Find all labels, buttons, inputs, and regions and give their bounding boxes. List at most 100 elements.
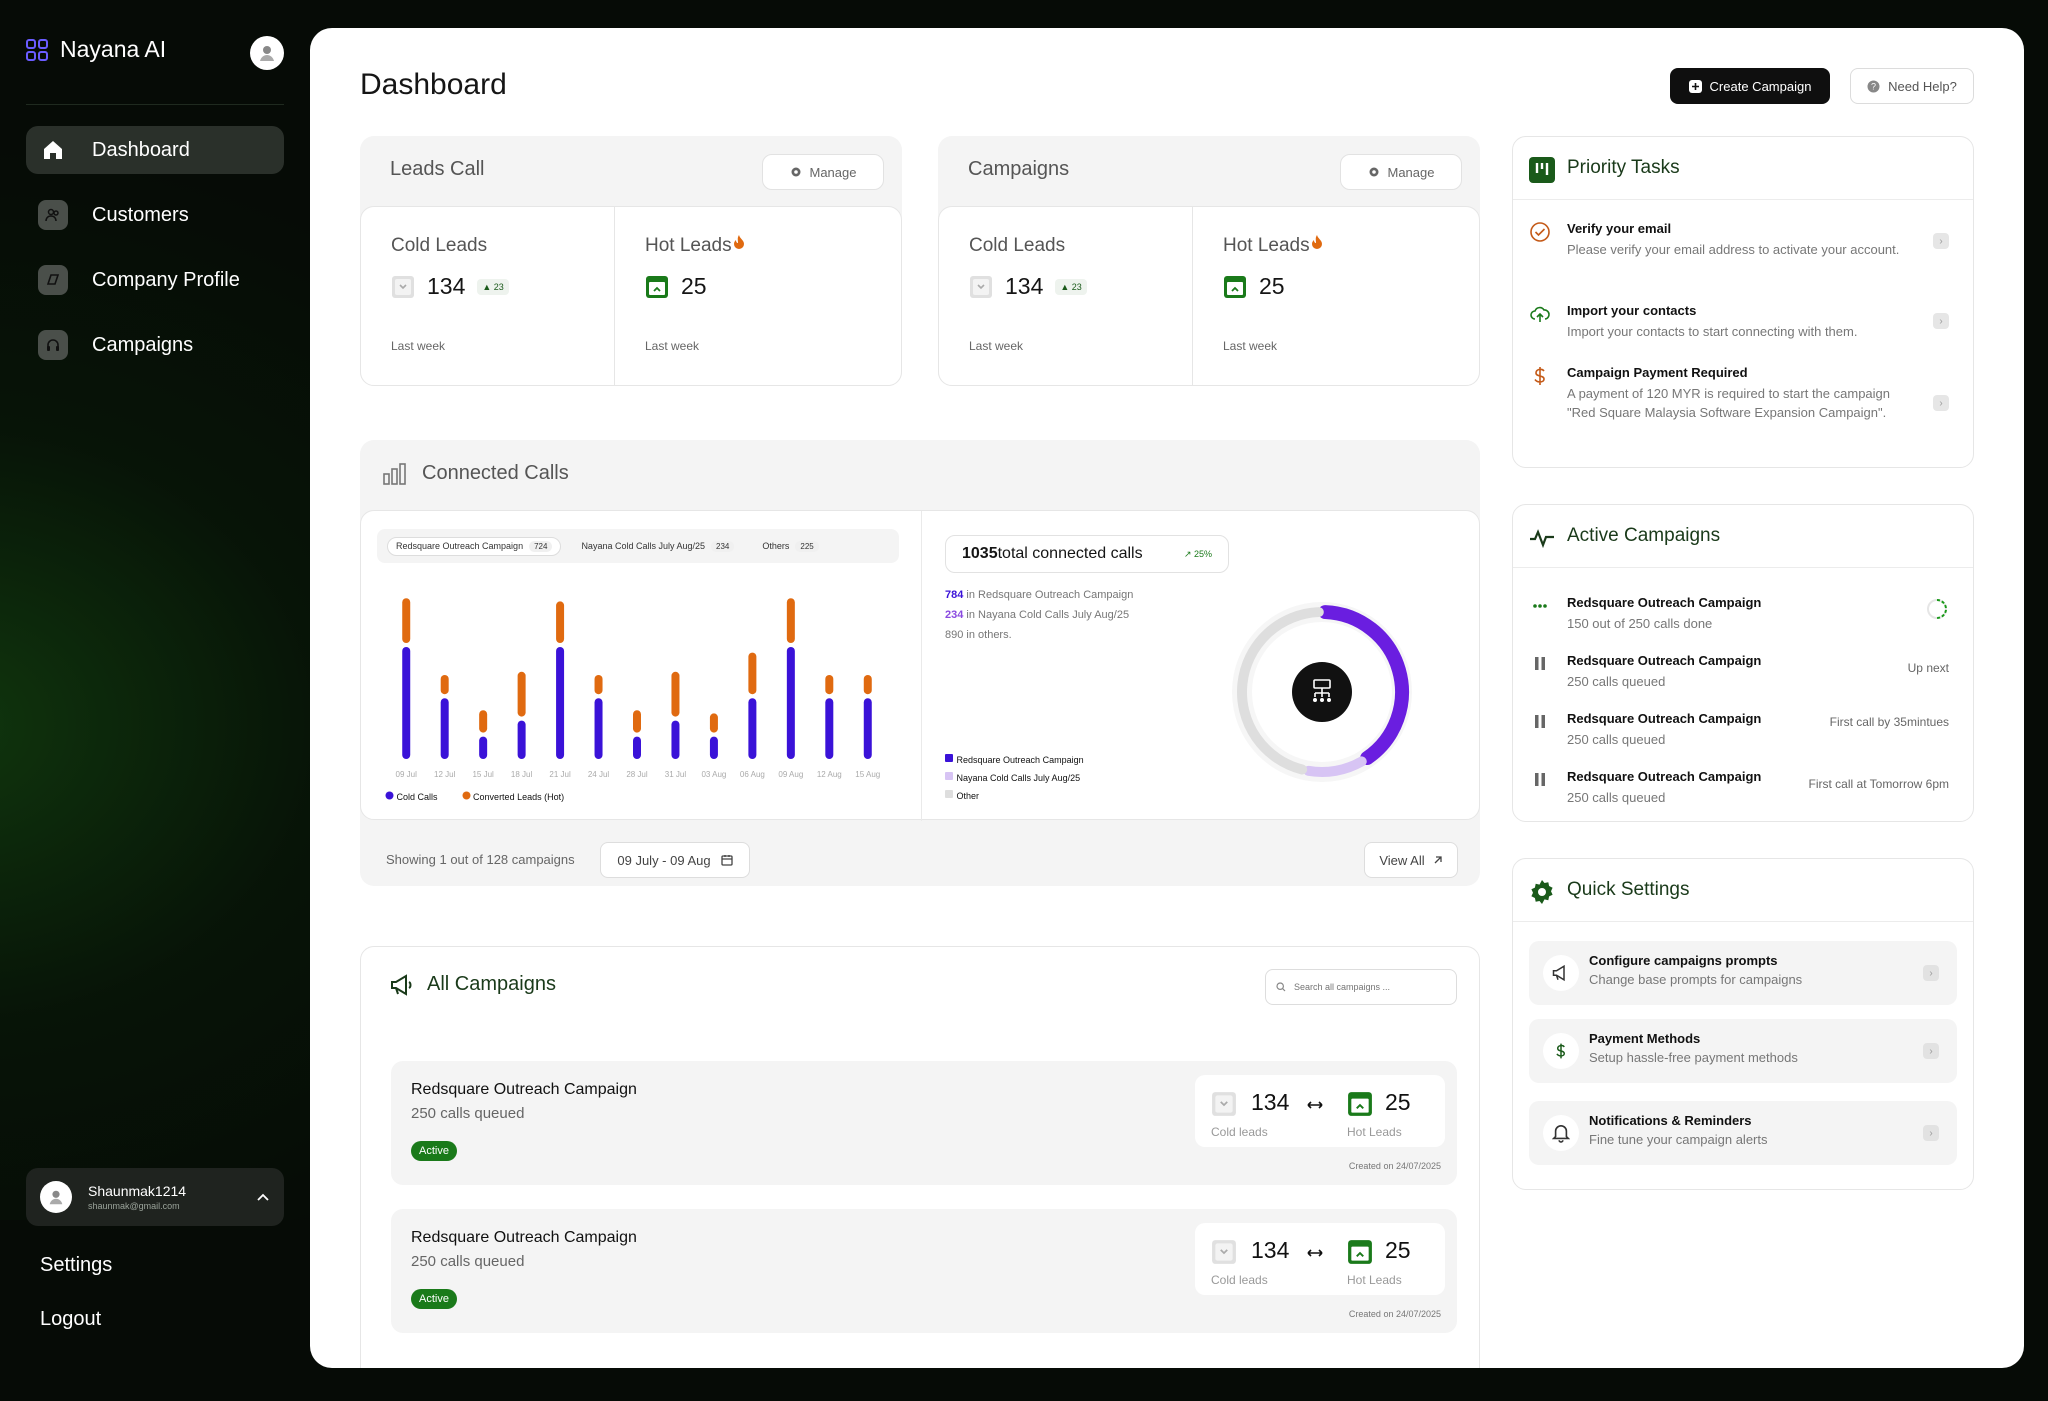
chevron-right-icon[interactable]: › xyxy=(1923,1043,1939,1059)
chip-label: Nayana Cold Calls July Aug/25 xyxy=(581,541,706,551)
calls-breakdown: 784 in Redsquare Outreach Campaign 234 i… xyxy=(945,585,1133,645)
priority-tasks-title: Priority Tasks xyxy=(1567,157,1680,178)
bar-cold-calls xyxy=(517,720,526,759)
setting-notifications[interactable]: Notifications & Reminders Fine tune your… xyxy=(1529,1101,1957,1165)
bar-cold-calls xyxy=(440,698,449,759)
chevron-right-icon[interactable]: › xyxy=(1933,395,1949,411)
legend-converted-leads: Converted Leads (Hot) xyxy=(462,791,564,802)
divider xyxy=(921,511,922,821)
dollar-icon xyxy=(1534,367,1545,385)
campaign-progress: 250 calls queued xyxy=(1567,674,1666,689)
settings-link[interactable]: Settings xyxy=(40,1254,113,1276)
page-title: Dashboard xyxy=(360,68,507,101)
chevron-up-icon[interactable] xyxy=(256,1189,270,1205)
setting-configure-prompts[interactable]: Configure campaigns prompts Change base … xyxy=(1529,941,1957,1005)
x-tick-label: 03 Aug xyxy=(701,770,726,779)
breakdown-num: 784 xyxy=(945,589,964,601)
campaign-row[interactable]: Redsquare Outreach Campaign 250 calls qu… xyxy=(391,1061,1457,1185)
plus-icon xyxy=(1688,79,1702,93)
chip-others[interactable]: Others 225 xyxy=(754,538,826,555)
sidebar-item-campaigns[interactable]: Campaigns xyxy=(26,321,284,369)
hot-lead-icon xyxy=(646,275,668,298)
status-badge: Active xyxy=(411,1141,457,1161)
chevron-right-icon[interactable]: › xyxy=(1933,313,1949,329)
calendar-icon xyxy=(720,855,733,866)
cold-leads-value: 134 xyxy=(1251,1237,1290,1263)
cold-lead-icon xyxy=(970,275,992,298)
setting-title: Configure campaigns prompts xyxy=(1589,953,1778,968)
pause-icon xyxy=(1535,657,1545,670)
hot-leads-value: 25 xyxy=(1385,1237,1411,1263)
x-tick-label: 15 Jul xyxy=(472,770,494,779)
breakdown-num: 234 xyxy=(945,609,964,621)
user-menu[interactable]: Shaunmak1214 shaunmak@gmail.com xyxy=(26,1168,284,1226)
hot-leads-label: Hot Leads xyxy=(645,235,745,257)
campaign-name: Redsquare Outreach Campaign xyxy=(411,1229,637,1246)
cold-leads-label: Cold Leads xyxy=(969,235,1066,256)
bar-converted-leads xyxy=(479,710,488,733)
hot-leads-text: Hot Leads xyxy=(645,235,732,256)
avatar[interactable] xyxy=(250,36,284,70)
need-help-button[interactable]: ? Need Help? xyxy=(1850,68,1974,104)
setting-desc: Fine tune your campaign alerts xyxy=(1589,1132,1768,1147)
priority-tasks-card: Priority Tasks Verify your email Please … xyxy=(1512,136,1974,468)
cold-leads-value: 134 xyxy=(1251,1089,1290,1115)
legend-label: Other xyxy=(956,791,980,801)
chip-count: 225 xyxy=(795,540,819,552)
campaign-name: Redsquare Outreach Campaign xyxy=(1567,711,1762,726)
chevron-right-icon[interactable]: › xyxy=(1933,233,1949,249)
legend-label: Nayana Cold Calls July Aug/25 xyxy=(956,773,1081,783)
breakdown-text: 890 in others. xyxy=(945,629,1012,641)
megaphone-icon xyxy=(1543,955,1579,991)
setting-payment-methods[interactable]: Payment Methods Setup hassle-free paymen… xyxy=(1529,1019,1957,1083)
quick-settings-title: Quick Settings xyxy=(1567,879,1690,900)
campaign-name: Redsquare Outreach Campaign xyxy=(1567,653,1762,668)
main-content: Dashboard Create Campaign ? Need Help? L… xyxy=(310,28,2024,1368)
chip-label: Others xyxy=(762,541,790,551)
cold-leads-stat: Cold Leads 134 ▲ 23 Last week xyxy=(361,207,615,385)
chip-label: Redsquare Outreach Campaign xyxy=(396,541,524,551)
search-box[interactable] xyxy=(1265,969,1457,1005)
chip-count: 724 xyxy=(529,540,553,552)
divider xyxy=(1513,921,1973,922)
sidebar-item-company-profile[interactable]: Company Profile xyxy=(26,256,284,304)
chip-nayana[interactable]: Nayana Cold Calls July Aug/25 234 xyxy=(573,538,742,555)
users-icon xyxy=(38,200,68,230)
date-range-picker[interactable]: 09 July - 09 Aug xyxy=(600,842,750,878)
campaign-row[interactable]: Redsquare Outreach Campaign 250 calls qu… xyxy=(391,1209,1457,1333)
sidebar-item-dashboard[interactable]: Dashboard xyxy=(26,126,284,174)
leads-call-panel: Leads Call Manage Cold Leads 134 ▲ 23 La… xyxy=(360,136,902,386)
setting-title: Payment Methods xyxy=(1589,1031,1701,1046)
bar-converted-leads xyxy=(633,710,641,733)
bar-cold-calls xyxy=(825,698,834,759)
avatar-icon xyxy=(49,1190,63,1205)
chip-redsquare[interactable]: Redsquare Outreach Campaign 724 xyxy=(387,536,562,556)
activity-icon xyxy=(1530,529,1554,549)
campaign-progress: 150 out of 250 calls done xyxy=(1567,616,1713,631)
hot-lead-icon xyxy=(1224,275,1246,298)
create-campaign-button[interactable]: Create Campaign xyxy=(1670,68,1830,104)
manage-button[interactable]: Manage xyxy=(1340,154,1462,190)
chevron-right-icon[interactable]: › xyxy=(1923,965,1939,981)
x-tick-label: 24 Jul xyxy=(588,770,610,779)
campaign-name: Redsquare Outreach Campaign xyxy=(1567,769,1762,784)
cold-leads-stat: Cold Leads 134 ▲ 23 Last week xyxy=(939,207,1193,385)
view-all-button[interactable]: View All xyxy=(1364,842,1458,878)
breakdown-text: in Redsquare Outreach Campaign xyxy=(963,589,1134,601)
campaigns-panel: Campaigns Manage Cold Leads 134 ▲ 23 Las… xyxy=(938,136,1480,386)
legend-cold-calls: Cold Calls xyxy=(385,791,438,802)
x-tick-label: 28 Jul xyxy=(626,770,648,779)
svg-text:?: ? xyxy=(1871,81,1876,91)
user-avatar xyxy=(40,1181,72,1213)
chevron-right-icon[interactable]: › xyxy=(1923,1125,1939,1141)
donut-legend-item: Redsquare Outreach Campaign xyxy=(945,751,1084,769)
campaign-stats: 134 Cold leads 25 Hot Leads xyxy=(1195,1223,1445,1295)
hot-leads-text: Hot Leads xyxy=(1223,235,1310,256)
logout-link[interactable]: Logout xyxy=(40,1308,102,1330)
headset-icon xyxy=(38,330,68,360)
brand[interactable]: Nayana AI xyxy=(26,36,166,63)
sidebar-item-customers[interactable]: Customers xyxy=(26,191,284,239)
manage-button[interactable]: Manage xyxy=(762,154,884,190)
cloud-upload-icon xyxy=(1530,306,1550,322)
search-input[interactable] xyxy=(1294,982,1444,992)
